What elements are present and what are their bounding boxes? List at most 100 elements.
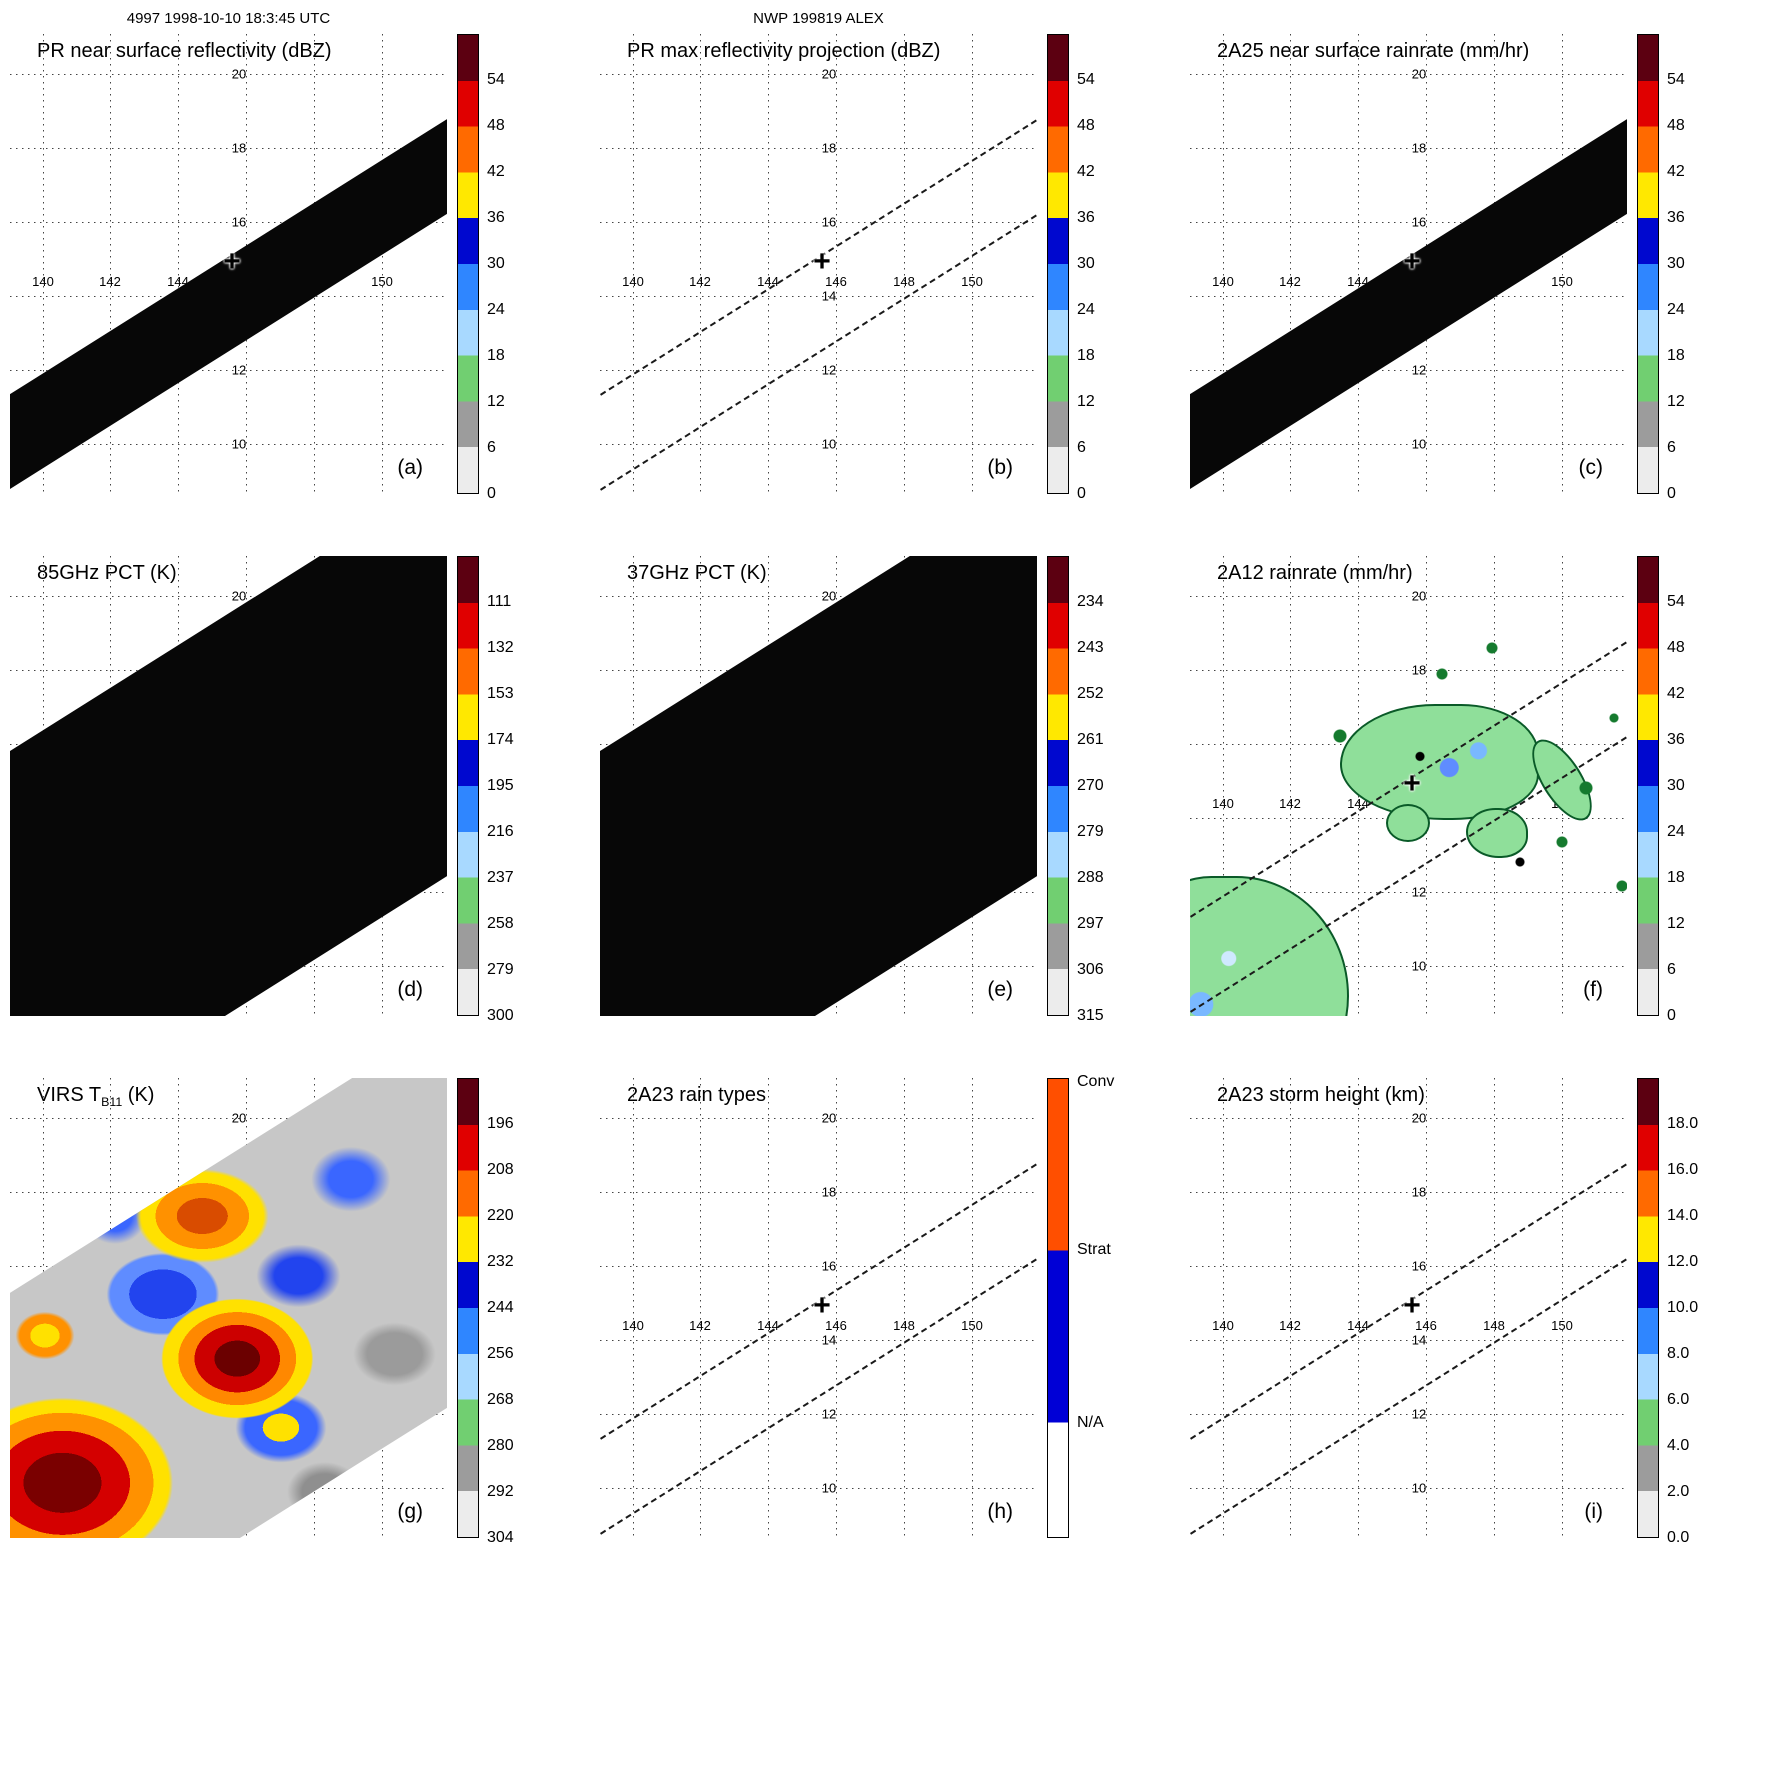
colorbar-tick-label: 12 (1077, 393, 1095, 410)
colorbar-tick-label: 315 (1077, 1007, 1104, 1024)
lon-label: 144 (757, 1318, 779, 1333)
colorbar-tick-label: 292 (487, 1483, 514, 1500)
colorbar-tick-label: 54 (1667, 593, 1685, 610)
colorbar-tick-label: 6 (1077, 439, 1086, 456)
map-plot-i: 140 142 144 146 148 150 20 18 16 14 12 10 + 2A23 s… (1190, 1078, 1627, 1538)
lat-label: 18 (1411, 140, 1427, 156)
panel-letter: (f) (1583, 978, 1603, 1001)
lon-label: 146 (1415, 1318, 1437, 1333)
colorbar-gradient (1047, 34, 1069, 494)
colorbar-tick-label: 36 (1077, 209, 1095, 226)
colorbar-tick-label: 256 (487, 1345, 514, 1362)
colorbar-c: 54 48 42 36 30 24 18 12 6 0 (1637, 34, 1767, 502)
colorbar-tick-label: 244 (487, 1299, 514, 1316)
lon-label: 146 (825, 274, 847, 289)
panel-title: 2A23 rain types (627, 1084, 766, 1106)
rain-specks (1190, 556, 1627, 1016)
lat-label: 20 (231, 1110, 247, 1126)
colorbar-tick-label: 280 (487, 1437, 514, 1454)
lat-label: 20 (821, 1110, 837, 1126)
colorbar-tick-label: 111 (487, 593, 512, 610)
colorbar-tick-label: 30 (1077, 255, 1095, 272)
panel-h: 140 142 144 146 148 150 20 18 16 14 12 10 + 2A23 r… (590, 1073, 1180, 1538)
colorbar-tick-label: 48 (487, 117, 505, 134)
storm-center-cross-marker: + (813, 245, 831, 278)
panel-letter: (a) (397, 456, 423, 479)
lat-label: 10 (821, 1480, 837, 1496)
lat-label: 10 (821, 436, 837, 452)
lat-label: 18 (821, 140, 837, 156)
lat-label: 20 (231, 66, 247, 82)
colorbar-tick-label: 261 (1077, 731, 1104, 748)
colorbar-tick-label: 0 (487, 485, 496, 502)
colorbar-tick-label: 18.0 (1667, 1115, 1699, 1132)
lon-label: 150 (371, 274, 393, 289)
panel-title: 2A12 rainrate (mm/hr) (1217, 562, 1413, 584)
panel-title: VIRS TB11 (K) (37, 1084, 155, 1109)
colorbar-tick-label: 42 (1077, 163, 1095, 180)
colorbar-tick-label: 18 (487, 347, 505, 364)
lon-label: 140 (32, 274, 54, 289)
lon-label: 142 (1279, 274, 1301, 289)
lon-label: 140 (622, 1318, 644, 1333)
lat-label: 20 (1411, 1110, 1427, 1126)
panel-letter: (i) (1584, 1500, 1603, 1523)
colorbar-gradient (457, 556, 479, 1016)
storm-id-label: NWP 199819 ALEX (753, 10, 884, 27)
colorbar-category-label: Strat (1077, 1241, 1111, 1258)
colorbar-tick-label: 4.0 (1667, 1437, 1690, 1454)
panel-title: 2A23 storm height (km) (1217, 1084, 1425, 1106)
lat-label: 10 (1411, 1480, 1427, 1496)
map-plot-h: 140 142 144 146 148 150 20 18 16 14 12 10 + 2A23 r… (600, 1078, 1037, 1538)
panel-title: 85GHz PCT (K) (37, 562, 177, 584)
colorbar-tick-label: 234 (1077, 593, 1104, 610)
panel-letter: (c) (1578, 456, 1604, 479)
colorbar-tick-label: 237 (487, 869, 514, 886)
colorbar-tick-label: 0 (1077, 485, 1086, 502)
colorbar-tick-label: 10.0 (1667, 1299, 1699, 1316)
colorbar-tick-label: 232 (487, 1253, 514, 1270)
colorbar-tick-label: 6 (487, 439, 496, 456)
colorbar-b: 54 48 42 36 30 24 18 12 6 0 (1047, 34, 1177, 502)
colorbar-tick-label: 54 (487, 71, 505, 88)
lon-label: 148 (893, 274, 915, 289)
colorbar-g: 196 208 220 232 244 256 268 280 292 304 (457, 1078, 587, 1546)
colorbar-tick-label: 42 (487, 163, 505, 180)
colorbar-tick-label: 8.0 (1667, 1345, 1690, 1362)
lon-label: 142 (99, 274, 121, 289)
colorbar-tick-label: 243 (1077, 639, 1104, 656)
lat-label: 16 (231, 214, 247, 230)
colorbar-tick-label: 30 (1667, 777, 1685, 794)
colorbar-tick-label: 12 (487, 393, 505, 410)
lon-label: 150 (961, 274, 983, 289)
colorbar-tick-label: 306 (1077, 961, 1104, 978)
lat-label: 18 (821, 1184, 837, 1200)
lon-label: 144 (1347, 1318, 1369, 1333)
panel-title: PR near surface reflectivity (dBZ) (37, 40, 332, 62)
colorbar-tick-label: 270 (1077, 777, 1104, 794)
colorbar-f: 54 48 42 36 30 24 18 12 6 0 (1637, 556, 1767, 1024)
colorbar-tick-label: 14.0 (1667, 1207, 1699, 1224)
lat-label: 12 (231, 362, 247, 378)
lat-label: 10 (1411, 436, 1427, 452)
storm-center-cross-marker: + (223, 245, 241, 278)
colorbar-tick-label: 24 (1667, 823, 1685, 840)
colorbar-tick-label: 12 (1667, 393, 1685, 410)
lon-label: 142 (689, 274, 711, 289)
colorbar-tick-label: 18 (1667, 869, 1685, 886)
lat-label: 12 (821, 362, 837, 378)
colorbar-e: 234 243 252 261 270 279 288 297 306 315 (1047, 556, 1177, 1024)
colorbar-tick-label: 196 (487, 1115, 514, 1132)
lon-label: 140 (1212, 274, 1234, 289)
colorbar-tick-label: 0.0 (1667, 1529, 1690, 1546)
lat-label: 12 (1411, 1406, 1427, 1422)
lon-label: 142 (689, 1318, 711, 1333)
colorbar-tick-label: 0 (1667, 1007, 1676, 1024)
colorbar-tick-label: 48 (1077, 117, 1095, 134)
colorbar-tick-label: 42 (1667, 163, 1685, 180)
map-plot-b: 140 142 144 146 148 150 20 18 16 14 12 10 + PR max… (600, 34, 1037, 494)
